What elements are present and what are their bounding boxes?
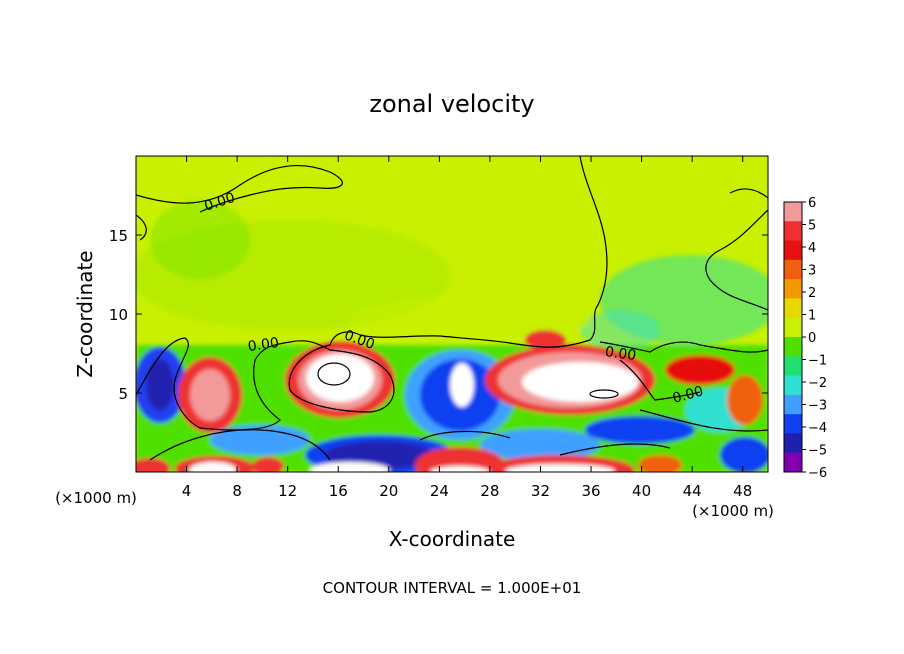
contour-line <box>419 430 511 441</box>
colorbar-tick-label: 6 <box>808 196 816 211</box>
colorbar-bin <box>784 414 802 434</box>
colorbar-bin <box>784 452 802 473</box>
contour-line <box>317 362 351 386</box>
field-region <box>580 310 660 350</box>
colorbar-tick-label: 4 <box>808 241 816 256</box>
colorbar-tick-label: −5 <box>808 444 827 459</box>
field-region <box>525 330 565 350</box>
y-tick-label: 15 <box>109 227 128 245</box>
field-region <box>325 441 435 469</box>
contour-line <box>288 331 511 413</box>
velocity-field <box>136 200 768 472</box>
field-region <box>430 466 490 472</box>
contour-lines <box>136 156 768 461</box>
x-tick-label: 40 <box>632 482 651 500</box>
contour-line <box>619 359 701 401</box>
colorbar-bin <box>784 240 802 261</box>
colorbar-tick-label: −6 <box>808 466 827 481</box>
contour-line <box>136 214 147 241</box>
colorbar: 6 5 4 3 2 1 0 −1 −2 −3 −4 −5 −6 <box>783 196 827 481</box>
x-tick-label: 32 <box>531 482 550 500</box>
contour-label: 0.00 <box>604 344 637 364</box>
field-region <box>190 369 230 421</box>
field-region <box>522 362 638 402</box>
contour-line <box>729 188 768 199</box>
field-region <box>306 354 374 402</box>
contour-line <box>599 341 768 353</box>
x-tick-label: 16 <box>329 482 348 500</box>
field-region <box>150 200 250 280</box>
field-region <box>505 464 615 472</box>
x-tick-label: 36 <box>581 482 600 500</box>
x-unit-label-right: (×1000 m) <box>692 502 774 520</box>
field-region <box>310 462 390 472</box>
colorbar-tick-label: 5 <box>808 219 816 234</box>
x-tick-label: 48 <box>733 482 752 500</box>
y-tick-label: 10 <box>109 306 128 324</box>
colorbar-bin <box>784 394 802 415</box>
field-region <box>189 462 237 472</box>
colorbar-bin <box>784 202 802 222</box>
field-region <box>720 437 768 472</box>
colorbar-tick-label: −2 <box>808 376 827 391</box>
x-tick-label: 4 <box>182 482 192 500</box>
x-tick-label: 8 <box>232 482 242 500</box>
contour-label: 0.00 <box>671 383 705 407</box>
colorbar-bin <box>784 221 802 242</box>
y-tick-label: 5 <box>118 385 128 403</box>
colorbar-bin <box>784 433 802 454</box>
colorbar-bin <box>784 356 802 377</box>
colorbar-tick-label: −3 <box>808 399 827 414</box>
field-region <box>638 455 682 472</box>
x-tick-label: 12 <box>278 482 297 500</box>
field-region <box>136 458 170 472</box>
colorbar-bin <box>784 375 802 396</box>
contour-line <box>136 165 343 213</box>
contour-line <box>639 409 768 432</box>
colorbar-tick-label: 1 <box>808 309 816 324</box>
contour-interval-note: CONTOUR INTERVAL = 1.000E+01 <box>323 579 582 597</box>
field-region <box>252 457 284 472</box>
contour-line <box>149 429 331 461</box>
x-tick-label: 24 <box>430 482 449 500</box>
colorbar-tick-label: −1 <box>808 354 827 369</box>
field-region <box>350 298 590 342</box>
field-region <box>727 375 763 425</box>
contour-line <box>705 209 768 311</box>
colorbar-tick-label: −4 <box>808 421 827 436</box>
colorbar-bin <box>784 317 802 338</box>
contour-line <box>509 156 608 348</box>
field-region <box>146 359 174 411</box>
y-axis-label: Z-coordinate <box>73 250 97 377</box>
colorbar-tick-label: 0 <box>808 331 816 346</box>
colorbar-tick-label: 2 <box>808 286 816 301</box>
colorbar-tick-label: 3 <box>808 264 816 279</box>
colorbar-bin <box>784 337 802 357</box>
field-region <box>415 447 505 472</box>
x-unit-label: (×1000 m) <box>55 489 137 507</box>
contour-line <box>589 389 619 399</box>
x-axis-label: X-coordinate <box>389 527 516 551</box>
contour-line <box>559 443 671 456</box>
x-tick-label: 28 <box>480 482 499 500</box>
field-region <box>450 363 474 407</box>
x-axis: 4 8 12 16 20 24 28 32 36 40 44 48 <box>182 156 752 500</box>
contour-label: 0.00 <box>247 335 280 355</box>
colorbar-bin <box>784 279 802 299</box>
colorbar-bin <box>784 259 802 280</box>
colorbar-bin <box>784 298 802 319</box>
x-tick-label: 44 <box>683 482 702 500</box>
y-axis: 5 10 15 <box>109 227 768 403</box>
x-tick-label: 20 <box>379 482 398 500</box>
plot-area: 0.00 0.00 0.00 0.00 0.00 <box>136 156 768 472</box>
chart-title: zonal velocity <box>369 90 534 118</box>
field-region <box>585 416 695 444</box>
field-region <box>665 355 735 385</box>
